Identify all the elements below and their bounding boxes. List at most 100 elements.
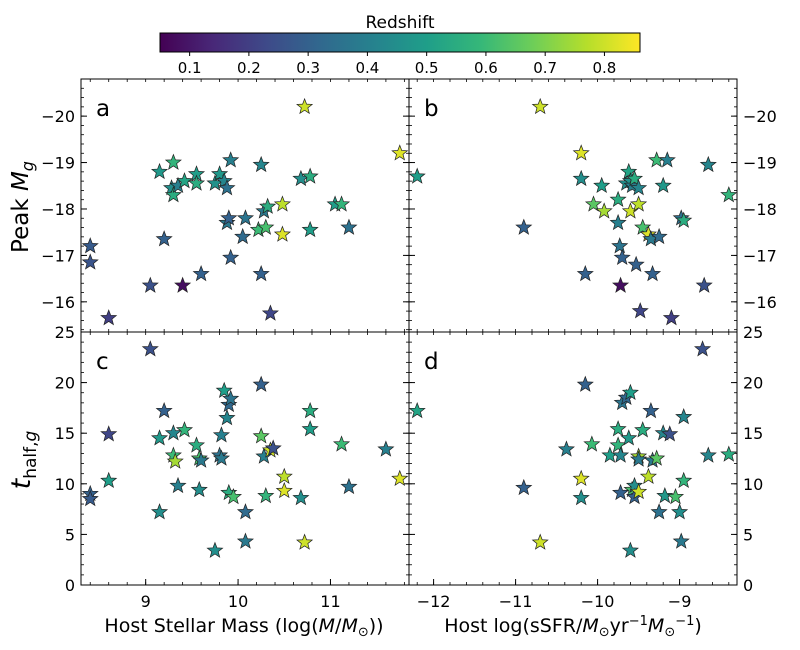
- colorbar-tick-label: 0.6: [474, 59, 498, 77]
- panel-frame: [408, 78, 738, 333]
- data-point: [576, 375, 594, 392]
- colorbar-tick-label: 0.5: [415, 59, 439, 77]
- data-point: [141, 340, 159, 357]
- data-point: [292, 169, 310, 187]
- y-tick-label: 25: [55, 323, 75, 342]
- data-point: [650, 503, 668, 520]
- x-tick-label: −9: [668, 592, 692, 611]
- data-point: [584, 195, 603, 212]
- colorbar-tick-label: 0.2: [237, 59, 261, 77]
- y-tick-label: 15: [743, 424, 763, 443]
- data-point: [257, 486, 275, 504]
- data-point: [572, 488, 590, 506]
- panel-c: 0 5 10 15 20 25 9 10 11 c: [55, 323, 410, 611]
- data-point: [81, 237, 99, 254]
- data-point: [572, 469, 590, 487]
- data-point: [620, 429, 638, 446]
- data-point: [100, 309, 118, 326]
- data-point: [234, 227, 252, 245]
- data-point: [630, 195, 648, 212]
- y-axis-label-bottom: thalf,g: [6, 430, 41, 489]
- data-point: [654, 176, 672, 194]
- panel-label: d: [424, 349, 439, 375]
- data-point: [595, 202, 613, 219]
- data-point: [593, 176, 611, 194]
- data-point: [333, 435, 351, 452]
- y-tick-label: 20: [55, 374, 75, 393]
- y-tick-label: −19: [743, 154, 777, 173]
- data-point: [672, 532, 690, 549]
- panel-b: −16 −17 −18 −19 −20 b: [408, 78, 777, 333]
- x-tick-label: 9: [141, 592, 151, 611]
- y-tick-label: 10: [55, 475, 75, 494]
- data-point: [625, 169, 644, 187]
- data-point: [675, 471, 693, 489]
- data-point: [699, 446, 717, 463]
- data-point: [666, 487, 685, 505]
- data-point: [634, 218, 652, 235]
- data-point: [661, 425, 679, 442]
- y-tick-label: 10: [743, 475, 763, 494]
- data-point: [169, 476, 187, 494]
- data-point: [609, 436, 627, 453]
- data-point: [206, 541, 224, 558]
- data-point: [720, 445, 738, 462]
- data-point: [634, 421, 652, 438]
- data-point: [720, 186, 738, 203]
- data-point: [391, 469, 409, 487]
- data-point: [155, 230, 173, 247]
- data-point: [222, 151, 240, 168]
- y-tick-label: −16: [41, 293, 75, 312]
- data-point: [612, 483, 630, 501]
- colorbar-tick-label: 0.1: [178, 59, 202, 77]
- y-tick-label: 5: [743, 525, 753, 544]
- data-point: [611, 237, 629, 254]
- x-tick-label: −12: [417, 592, 451, 611]
- colorbar-tick-label: 0.3: [296, 59, 320, 77]
- data-point: [301, 167, 319, 184]
- data-point: [187, 436, 206, 453]
- data-point: [631, 302, 649, 319]
- data-point: [531, 97, 549, 115]
- data-point: [621, 541, 639, 558]
- data-point: [675, 211, 693, 228]
- data-point: [609, 213, 627, 231]
- y-tick-label: −20: [41, 107, 75, 126]
- data-point: [261, 304, 279, 321]
- data-point: [100, 471, 118, 489]
- data-point: [273, 225, 291, 242]
- panel-frame: [408, 331, 738, 586]
- data-point: [150, 429, 169, 446]
- data-point: [212, 426, 230, 443]
- x-tick-label: −10: [581, 592, 615, 611]
- panel-label: a: [96, 96, 110, 122]
- data-point: [212, 449, 230, 466]
- data-point: [164, 424, 182, 441]
- y-tick-label: −16: [743, 293, 777, 312]
- x-tick-label: 10: [228, 592, 248, 611]
- data-point: [658, 151, 676, 168]
- data-point: [613, 248, 631, 265]
- data-point: [164, 153, 182, 170]
- data-point: [572, 144, 590, 161]
- data-point: [164, 186, 182, 203]
- y-tick-label: 5: [65, 525, 75, 544]
- data-point: [174, 276, 192, 293]
- data-point: [236, 532, 255, 549]
- data-point: [273, 195, 291, 212]
- data-point: [627, 255, 645, 272]
- data-point: [175, 421, 194, 438]
- data-point: [639, 467, 657, 484]
- data-point: [630, 450, 648, 467]
- data-point: [301, 220, 319, 238]
- colorbar-ticks: 0.1 0.2 0.3 0.4 0.5 0.6 0.7 0.8: [178, 52, 616, 77]
- panel-d: 0 5 10 15 20 25 −12 −11 −10 −9 d: [408, 323, 763, 611]
- data-point: [292, 488, 310, 506]
- data-point: [192, 451, 210, 468]
- data-point: [340, 477, 358, 495]
- panel-frame: [80, 78, 410, 333]
- data-point: [630, 179, 648, 196]
- data-point: [662, 309, 680, 326]
- y-tick-label: −17: [41, 246, 75, 265]
- y-axis-label-top: Peak Mg: [8, 161, 37, 253]
